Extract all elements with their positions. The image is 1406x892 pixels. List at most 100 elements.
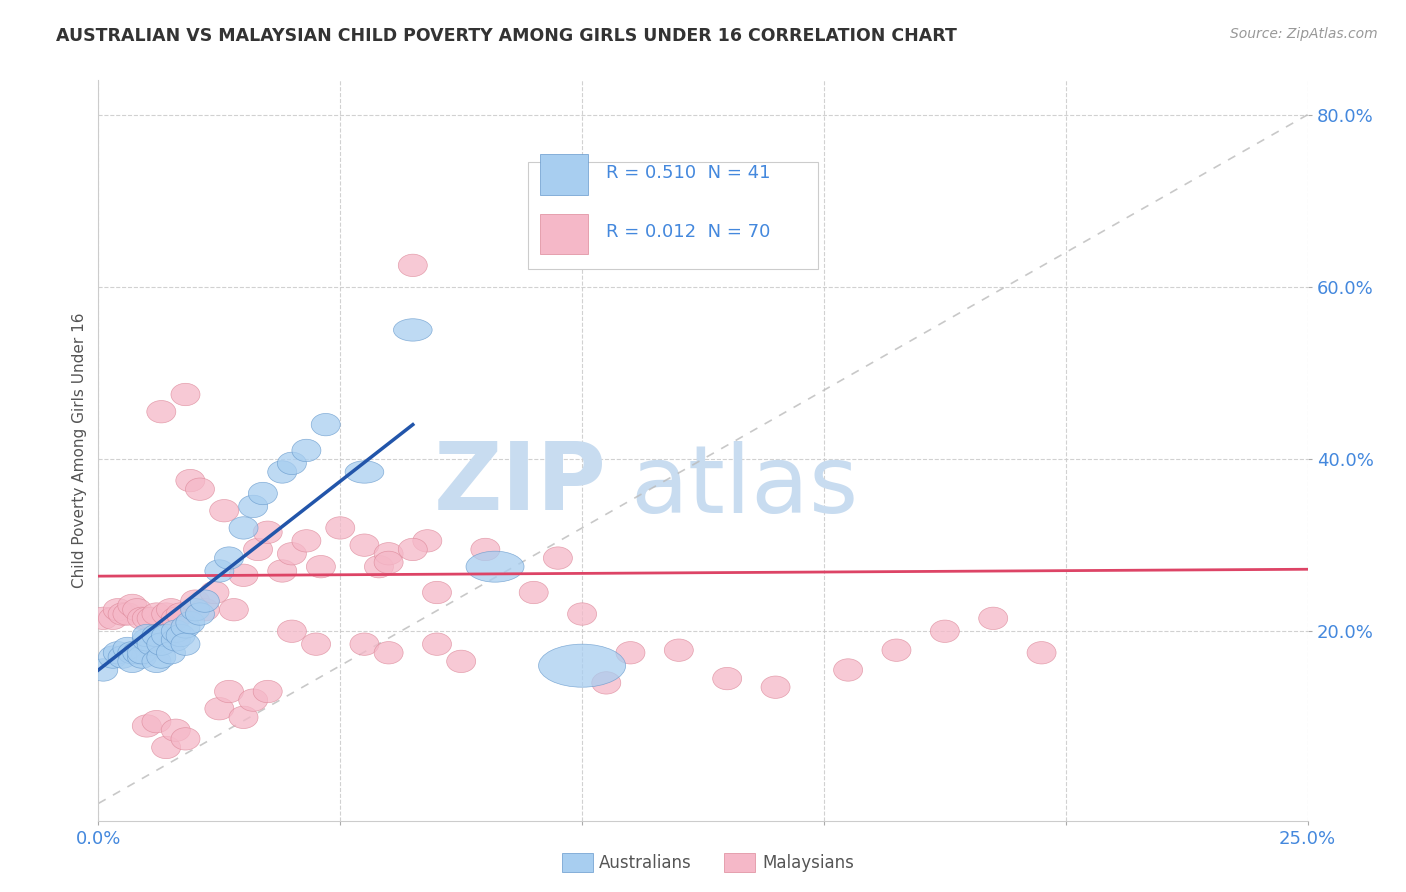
Ellipse shape [1026, 641, 1056, 664]
Ellipse shape [156, 641, 186, 664]
Ellipse shape [292, 530, 321, 552]
Ellipse shape [172, 728, 200, 750]
Ellipse shape [243, 538, 273, 561]
Ellipse shape [132, 714, 162, 737]
Ellipse shape [103, 599, 132, 621]
Ellipse shape [350, 534, 380, 557]
Text: Malaysians: Malaysians [762, 854, 853, 871]
FancyBboxPatch shape [540, 213, 588, 254]
Y-axis label: Child Poverty Among Girls Under 16: Child Poverty Among Girls Under 16 [72, 313, 87, 588]
Ellipse shape [447, 650, 475, 673]
Ellipse shape [142, 650, 172, 673]
Ellipse shape [239, 495, 267, 517]
Ellipse shape [209, 500, 239, 522]
Ellipse shape [162, 620, 190, 642]
Ellipse shape [172, 384, 200, 406]
Ellipse shape [118, 641, 146, 664]
Ellipse shape [364, 556, 394, 578]
Ellipse shape [292, 439, 321, 462]
Text: Source: ZipAtlas.com: Source: ZipAtlas.com [1230, 27, 1378, 41]
Ellipse shape [538, 644, 626, 687]
Ellipse shape [219, 599, 249, 621]
FancyBboxPatch shape [527, 161, 818, 269]
Ellipse shape [307, 556, 336, 578]
Ellipse shape [112, 603, 142, 625]
Ellipse shape [277, 542, 307, 565]
Ellipse shape [592, 672, 621, 694]
Ellipse shape [180, 599, 209, 621]
Ellipse shape [128, 646, 156, 668]
Ellipse shape [89, 607, 118, 630]
Ellipse shape [176, 469, 205, 491]
FancyBboxPatch shape [540, 154, 588, 195]
Ellipse shape [229, 564, 259, 586]
Ellipse shape [465, 551, 524, 582]
Ellipse shape [374, 551, 404, 574]
Ellipse shape [519, 582, 548, 604]
Ellipse shape [931, 620, 959, 642]
Ellipse shape [156, 599, 186, 621]
Ellipse shape [122, 641, 152, 664]
Ellipse shape [215, 681, 243, 703]
Ellipse shape [98, 607, 128, 630]
Ellipse shape [172, 633, 200, 656]
Ellipse shape [471, 538, 501, 561]
Ellipse shape [200, 582, 229, 604]
Ellipse shape [267, 461, 297, 483]
Ellipse shape [398, 254, 427, 277]
Ellipse shape [103, 641, 132, 664]
Ellipse shape [398, 538, 427, 561]
Ellipse shape [267, 560, 297, 582]
Ellipse shape [128, 641, 156, 664]
Text: R = 0.012  N = 70: R = 0.012 N = 70 [606, 223, 770, 241]
Ellipse shape [152, 603, 180, 625]
Ellipse shape [761, 676, 790, 698]
Ellipse shape [180, 590, 209, 612]
Ellipse shape [118, 594, 146, 616]
Text: atlas: atlas [630, 442, 859, 533]
Text: R = 0.510  N = 41: R = 0.510 N = 41 [606, 164, 770, 182]
Ellipse shape [253, 521, 283, 543]
Ellipse shape [422, 582, 451, 604]
Ellipse shape [277, 452, 307, 475]
Text: Australians: Australians [599, 854, 692, 871]
Ellipse shape [205, 560, 233, 582]
Ellipse shape [277, 620, 307, 642]
Text: ZIP: ZIP [433, 438, 606, 530]
Ellipse shape [394, 318, 432, 341]
Ellipse shape [834, 659, 863, 681]
Ellipse shape [162, 607, 190, 630]
Ellipse shape [162, 719, 190, 741]
Ellipse shape [249, 483, 277, 505]
Ellipse shape [311, 413, 340, 436]
Ellipse shape [152, 736, 180, 759]
Ellipse shape [229, 706, 259, 729]
Ellipse shape [138, 607, 166, 630]
Ellipse shape [350, 633, 380, 656]
Ellipse shape [186, 603, 215, 625]
Ellipse shape [979, 607, 1008, 630]
Ellipse shape [326, 516, 354, 539]
Text: AUSTRALIAN VS MALAYSIAN CHILD POVERTY AMONG GIRLS UNDER 16 CORRELATION CHART: AUSTRALIAN VS MALAYSIAN CHILD POVERTY AM… [56, 27, 957, 45]
Ellipse shape [132, 629, 162, 651]
Ellipse shape [118, 650, 146, 673]
Ellipse shape [172, 615, 200, 638]
Ellipse shape [543, 547, 572, 569]
Ellipse shape [166, 624, 195, 647]
Ellipse shape [413, 530, 441, 552]
Ellipse shape [128, 607, 156, 630]
Ellipse shape [374, 542, 404, 565]
Ellipse shape [239, 689, 267, 711]
Ellipse shape [112, 637, 142, 660]
Ellipse shape [568, 603, 596, 625]
Ellipse shape [374, 641, 404, 664]
Ellipse shape [166, 603, 195, 625]
Ellipse shape [122, 599, 152, 621]
Ellipse shape [229, 516, 259, 539]
Ellipse shape [152, 624, 180, 647]
Ellipse shape [190, 590, 219, 612]
Ellipse shape [215, 547, 243, 569]
Ellipse shape [146, 401, 176, 423]
Ellipse shape [162, 629, 190, 651]
Ellipse shape [301, 633, 330, 656]
